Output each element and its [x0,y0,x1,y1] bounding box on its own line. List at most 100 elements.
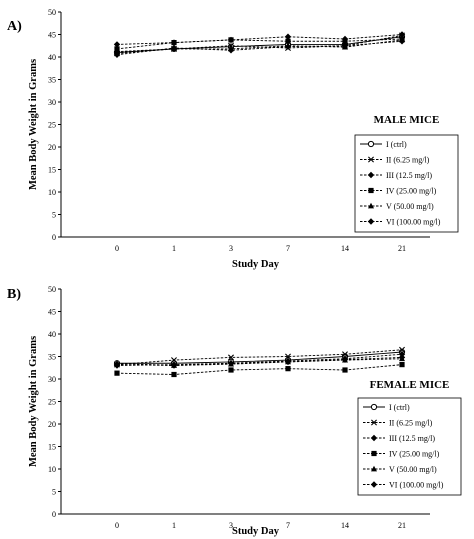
legend-marker [367,218,375,225]
series-line [116,358,403,366]
y-tick-label: 5 [52,488,56,497]
legend-label: III (12.5 mg/l) [389,434,435,443]
x-tick-label: 3 [229,244,233,253]
data-point [399,346,405,353]
y-tick-label: 35 [48,353,56,362]
data-point [398,31,406,38]
y-tick-label: 45 [48,31,56,40]
y-tick-label: 15 [48,166,56,175]
legend-label: I (ctrl) [389,403,410,412]
data-point [228,367,234,373]
x-axis-title: Study Day [232,259,280,270]
panel-a: A) 0 5 10 15 20 25 30 35 40 45 50 0 1 3 7 14 21 Study Day M… [7,8,459,270]
y-tick-label: 45 [48,308,56,317]
data-point [341,356,349,363]
data-point [171,40,177,46]
legend-marker [371,450,377,457]
y-tick-label: 30 [48,98,56,107]
chart-title: MALE MICE [374,114,440,126]
x-tick-label: 14 [341,244,349,253]
y-axis-title: Mean Body Weight in Grams [28,59,39,190]
x-tick-label: 3 [229,521,233,530]
data-point [227,47,235,54]
data-point [114,48,120,54]
data-point [228,37,234,43]
data-point [228,354,234,361]
data-point [285,38,291,44]
y-axis-title: Mean Body Weight in Grams [28,336,39,467]
chart-title: FEMALE MICE [370,379,450,391]
data-point [284,33,292,40]
x-tick-label: 7 [286,521,290,530]
y-tick-label: 20 [48,420,56,429]
legend-marker [368,187,374,194]
data-point [398,38,406,45]
data-point [113,41,121,48]
x-tick-label: 21 [398,521,406,530]
legend-label: IV (25.00 mg/l) [389,450,440,459]
series-line [116,39,403,53]
legend-box [357,397,462,496]
data-point [399,362,405,368]
y-tick-label: 15 [48,443,56,452]
legend-marker [370,481,378,488]
legend-box [354,134,459,233]
y-tick-label: 40 [48,330,56,339]
series-line [116,40,403,56]
y-tick-label: 0 [52,510,56,519]
series-line [116,356,403,366]
data-point [285,366,291,372]
y-tick-label: 50 [48,8,56,17]
legend-label: VI (100.00 mg/l) [386,218,441,227]
data-point [114,370,120,376]
data-point [284,43,292,50]
legend-marker [370,403,378,411]
series-line [116,34,403,45]
legend-marker [368,156,374,163]
series-line [116,34,403,54]
legend-label: V (50.00 mg/l) [389,465,437,474]
legend-label: III (12.5 mg/l) [386,171,432,180]
data-point [227,360,235,367]
x-tick-label: 14 [341,521,349,530]
x-axis-title: Study Day [232,526,280,537]
legend-marker [371,419,377,426]
legend-marker [368,202,374,209]
x-tick-label: 0 [115,244,119,253]
series-line [116,38,403,50]
series-line [116,349,403,366]
legend-label: II (6.25 mg/l) [386,156,430,165]
data-point [342,351,348,358]
y-tick-label: 50 [48,285,56,294]
x-tick-label: 0 [115,521,119,530]
legend-label: VI (100.00 mg/l) [389,481,444,490]
series-line [116,353,403,366]
y-tick-label: 25 [48,398,56,407]
x-tick-label: 7 [286,244,290,253]
data-point [171,357,177,364]
series-line [116,364,403,375]
legend-label: I (ctrl) [386,140,407,149]
panel-label: B) [7,287,21,302]
data-point [341,42,349,49]
y-tick-label: 10 [48,188,56,197]
y-tick-label: 35 [48,76,56,85]
y-tick-label: 25 [48,121,56,130]
legend-marker [370,434,378,442]
data-point [285,353,291,360]
y-tick-label: 10 [48,465,56,474]
data-point [284,358,292,366]
x-tick-label: 1 [172,521,176,530]
legend-label: V (50.00 mg/l) [386,202,434,211]
series-line [116,36,403,53]
series-line [117,351,403,364]
x-tick-label: 1 [172,244,176,253]
data-point [342,367,348,373]
y-tick-label: 0 [52,233,56,242]
panel-b: B) 0 5 10 15 20 25 30 35 40 45 50 0 1 3 7 14 21 Study Day M… [7,285,462,537]
legend-label: II (6.25 mg/l) [389,419,433,428]
data-point [170,362,178,369]
legend-marker [367,171,375,179]
y-tick-label: 5 [52,211,56,220]
